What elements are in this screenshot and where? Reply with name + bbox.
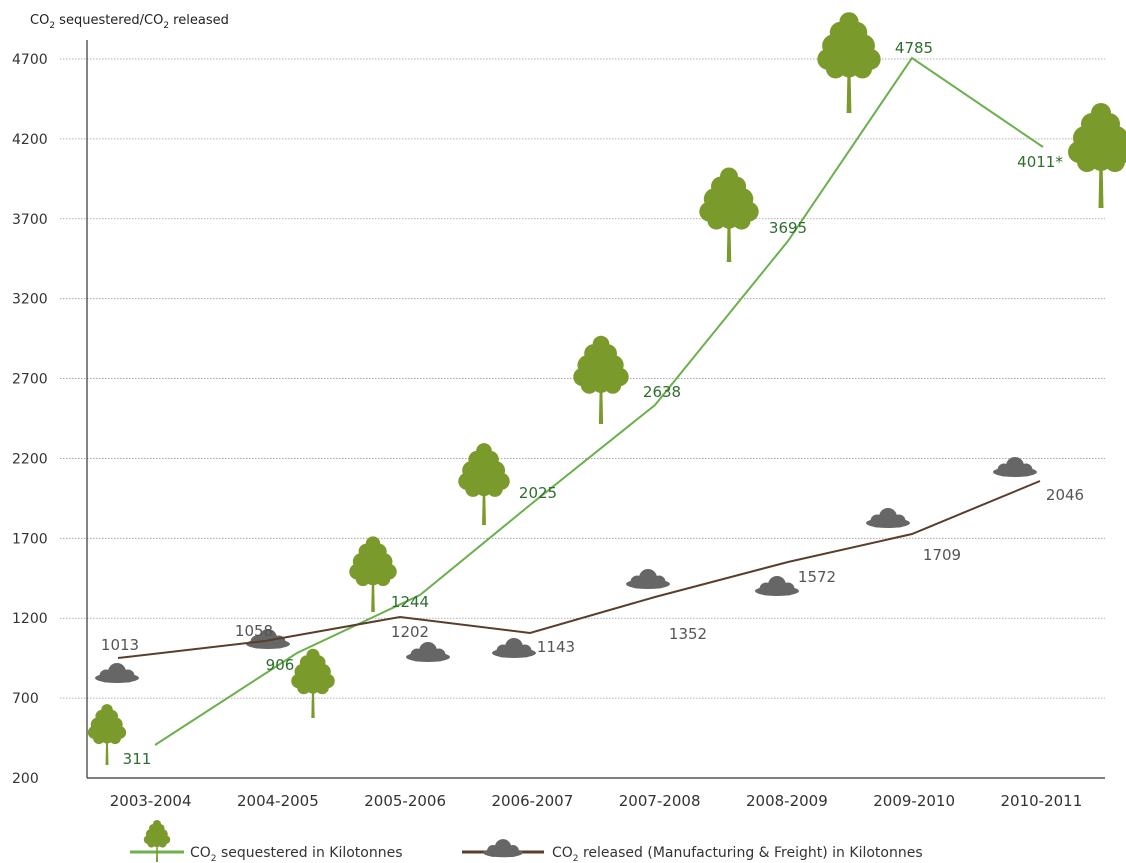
data-label-released: 2046 [1046,486,1084,504]
data-label-sequestered: 1244 [391,593,429,611]
line-released [117,480,1041,659]
x-tick-label: 2005-2006 [364,792,446,810]
data-label-sequestered: 311 [123,750,152,768]
line-sequestered [154,56,1044,746]
cloud-icon [492,638,536,658]
cloud-icon [755,576,799,596]
data-label-sequestered: 2638 [643,383,681,401]
y-tick-label: 1200 [12,611,48,627]
tree-icon [1068,103,1126,208]
tree-icon [349,536,397,612]
cloud-icon [993,457,1037,477]
data-label-released: 1572 [798,568,836,586]
y-tick-label: 3200 [12,292,48,308]
legend-cloud-icon [483,839,523,858]
data-label-released: 1143 [537,638,575,656]
x-tick-label: 2008-2009 [746,792,828,810]
cloud-icon [95,663,139,683]
y-tick-label: 2200 [12,451,48,467]
series-lines [117,56,1044,746]
legend-tree-icon [143,820,171,862]
data-label-sequestered: 906 [266,656,295,674]
cloud-icon [626,569,670,589]
tree-icon [573,335,629,424]
x-tick-label: 2007-2008 [619,792,701,810]
legend-label-sequestered: CO2 sequestered in Kilotonnes [190,845,403,863]
tree-icon [458,443,510,525]
x-tick-label: 2003-2004 [110,792,192,810]
data-label-sequestered: 3695 [769,219,807,237]
legend-item-sequestered: CO2 sequestered in Kilotonnes [130,820,403,863]
data-label-sequestered: 2025 [519,484,557,502]
y-tick-label: 4200 [12,132,48,148]
y-tick-label: 2700 [12,372,48,388]
cloud-icon [406,642,450,662]
tree-icon [699,167,759,262]
x-category-labels: 2003-2004 2004-2005 2005-2006 2006-2007 2007… [110,792,1083,810]
data-label-sequestered: 4785 [895,39,933,57]
y-tick-label: 700 [12,691,39,707]
series-markers [87,12,1126,765]
x-tick-label: 2006-2007 [491,792,573,810]
y-tick-label: 4700 [12,52,48,68]
x-tick-label: 2004-2005 [237,792,319,810]
tree-icon [291,648,335,718]
legend-label-released: CO2 released (Manufacturing & Freight) i… [552,845,923,863]
y-axis-title: CO2 sequestered/CO2 released [30,13,229,31]
tree-icon [817,12,881,113]
x-tick-label: 2010-2011 [1000,792,1082,810]
cloud-icon [483,839,523,858]
data-label-released: 1352 [669,625,707,643]
data-labels: 311 906 1244 2025 2638 3695 4785 4011* 1013 1058 1… [101,39,1084,768]
x-tick-label: 2009-2010 [873,792,955,810]
data-label-released: 1202 [391,623,429,641]
data-label-released: 1013 [101,636,139,654]
data-label-released: 1058 [235,622,273,640]
y-tick-label: 1700 [12,531,48,547]
legend: CO2 sequestered in Kilotonnes CO2 releas… [130,820,923,863]
legend-item-released: CO2 released (Manufacturing & Freight) i… [462,839,923,863]
tree-icon [87,704,127,765]
cloud-icon [866,508,910,528]
y-tick-label: 3700 [12,212,48,228]
data-label-released: 1709 [923,546,961,564]
y-tick-label: 200 [12,771,39,787]
data-label-sequestered: 4011* [1017,153,1063,171]
y-tick-labels: 200 700 1200 1700 2200 2700 3200 3700 4200 4700 [12,52,48,787]
tree-icon [143,820,171,862]
